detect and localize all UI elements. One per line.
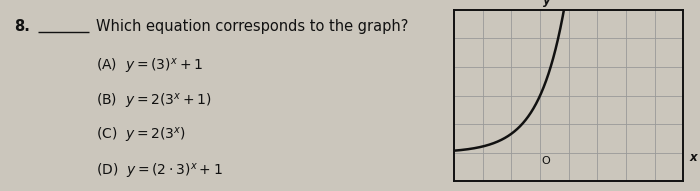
Text: (A)  $y=(3)^{x}+1$: (A) $y=(3)^{x}+1$ [96,57,202,76]
Text: Which equation corresponds to the graph?: Which equation corresponds to the graph? [96,19,408,34]
Text: (D)  $y=(2\cdot3)^{x}+1$: (D) $y=(2\cdot3)^{x}+1$ [96,162,223,181]
Text: (C)  $y=2(3^{x})$: (C) $y=2(3^{x})$ [96,126,186,145]
Text: (B)  $y=2(3^{x}+1)$: (B) $y=2(3^{x}+1)$ [96,92,211,111]
Text: 8.: 8. [14,19,30,34]
Text: O: O [541,156,550,166]
Text: y: y [543,0,551,7]
Text: x: x [690,151,697,164]
